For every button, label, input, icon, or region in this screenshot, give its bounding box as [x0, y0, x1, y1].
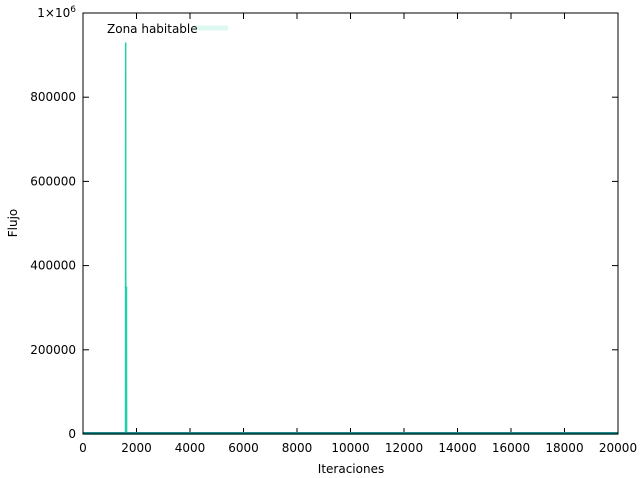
y-tick-label: 0: [68, 427, 76, 441]
series-line: [83, 42, 618, 435]
x-tick-label: 16000: [492, 441, 530, 455]
y-tick-label: 400000: [30, 259, 76, 273]
legend: Zona habitable: [107, 22, 228, 36]
x-tick-label: 6000: [228, 441, 259, 455]
x-tick-label: 0: [79, 441, 87, 455]
y-top-label: 1×106: [37, 5, 76, 20]
ticks-layer: 0 2000 4000 6000 8000 10000 12000 14000 16000 180…: [30, 12, 637, 455]
x-tick-label: 10000: [331, 441, 369, 455]
legend-label: Zona habitable: [107, 22, 198, 36]
x-axis-label: Iteraciones: [318, 462, 384, 476]
plot-frame: [82, 12, 619, 435]
x-tick-label: 20000: [599, 441, 637, 455]
x-tick-label: 4000: [175, 441, 206, 455]
x-tick-label: 18000: [545, 441, 583, 455]
series-layer: [83, 42, 618, 435]
x-tick-label: 14000: [438, 441, 476, 455]
x-tick-label: 12000: [385, 441, 423, 455]
x-tick-label: 2000: [121, 441, 152, 455]
y-tick-label: 800000: [30, 90, 76, 104]
y-top-label-exponent: 6: [70, 5, 76, 15]
y-axis-label: Flujo: [6, 209, 20, 238]
y-tick-label: 600000: [30, 174, 76, 188]
y-top-label-base: 1×10: [37, 6, 70, 20]
x-tick-label: 8000: [282, 441, 313, 455]
y-tick-label: 200000: [30, 343, 76, 357]
